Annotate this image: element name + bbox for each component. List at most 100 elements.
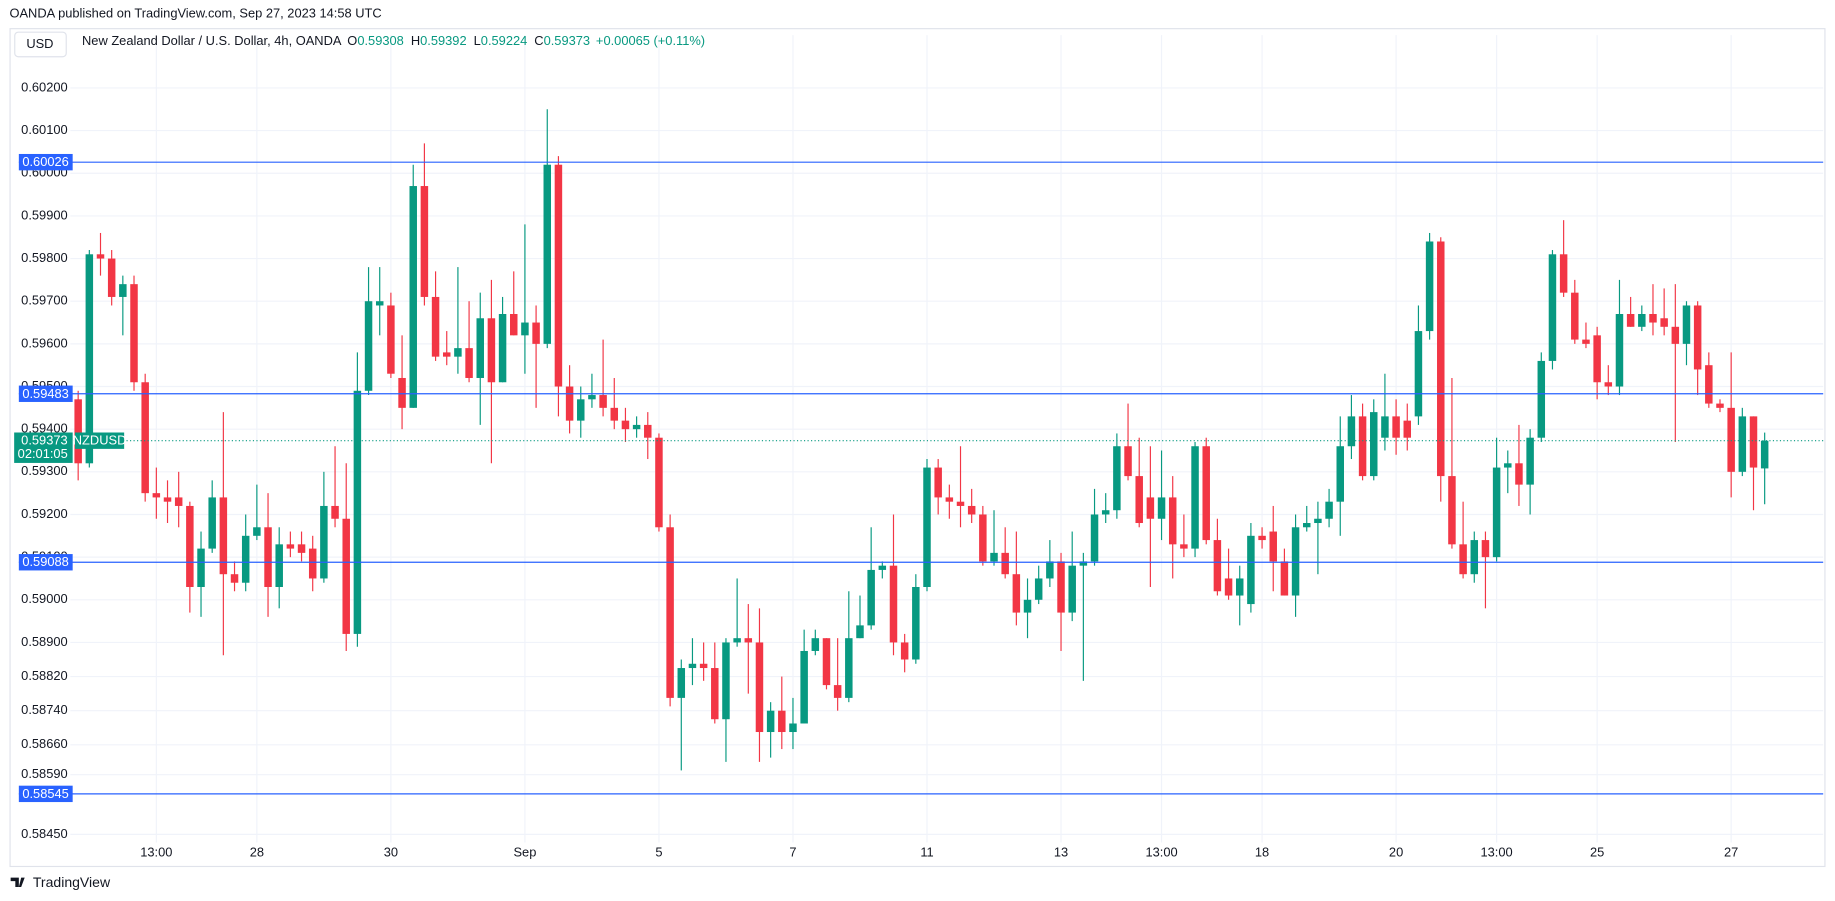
candle-body (666, 527, 674, 698)
candle-body (1269, 531, 1277, 562)
candle-body (889, 565, 898, 643)
last-price-bg (14, 432, 73, 463)
level-label-bg (18, 153, 73, 171)
candle-body (934, 467, 942, 498)
candle-body (387, 305, 395, 374)
candle-body (1749, 416, 1758, 468)
candle-body (96, 254, 105, 259)
candle-body (688, 663, 697, 669)
candle-body (543, 164, 552, 344)
candle-body (1671, 326, 1680, 344)
candle-body (1258, 535, 1266, 541)
candle-body (1459, 544, 1467, 575)
candle-body (442, 352, 451, 357)
candle-body (1548, 254, 1557, 361)
candle-body (275, 544, 283, 587)
candle-body (956, 501, 965, 506)
candle-body (1314, 518, 1322, 524)
candle-body (487, 318, 496, 383)
candle-body (677, 668, 686, 698)
candle-body (174, 497, 183, 506)
y-tick-label: 0.58740 (21, 702, 67, 717)
candle-body (867, 569, 875, 626)
candle-body (1738, 416, 1747, 472)
candle-body (912, 586, 920, 660)
logo-icon (10, 877, 25, 887)
candle-body (1247, 535, 1255, 605)
candle-body (320, 505, 328, 579)
candle-body (900, 642, 909, 660)
candle-body (163, 497, 172, 502)
last-price-label: 0.59373 (21, 433, 67, 448)
candle-body (454, 348, 462, 357)
candle-body (1515, 463, 1523, 485)
x-tick-label: 18 (1255, 844, 1269, 859)
candle-body (1571, 292, 1579, 340)
candle-body (1101, 510, 1110, 515)
candle-body (699, 663, 708, 669)
candle-body (130, 284, 138, 383)
x-tick-label: 11 (920, 844, 933, 859)
legend-key: O (347, 34, 357, 49)
candle-body (565, 386, 574, 421)
y-tick-label: 0.59600 (21, 335, 67, 350)
candle-body (1180, 544, 1188, 549)
currency-button[interactable] (14, 31, 67, 58)
candle-body (219, 497, 228, 575)
candle-body (1046, 561, 1054, 579)
candle-body (1716, 403, 1724, 408)
y-tick-label: 0.58450 (21, 826, 67, 841)
legend-change: +0.00065 (+0.11%) (596, 34, 705, 49)
x-tick-label: 27 (1724, 844, 1738, 859)
candle-body (621, 420, 630, 430)
candle-body (1727, 407, 1735, 472)
candle-body (711, 668, 719, 720)
candle-body (1481, 540, 1490, 558)
x-tick-label: 25 (1590, 844, 1604, 859)
candle-body (431, 296, 440, 357)
y-tick-label: 0.58590 (21, 766, 67, 781)
candle-body (1057, 561, 1065, 613)
candle-body (733, 638, 741, 643)
candle-body (1381, 416, 1389, 438)
candle-body (979, 514, 987, 562)
legend-key: L (474, 34, 481, 49)
candle-body (398, 377, 406, 408)
candle-body (286, 544, 295, 549)
legend-value: 0.59373 (544, 34, 590, 49)
candle-body (353, 390, 362, 634)
candle-body (152, 493, 161, 498)
y-tick-label: 0.60200 (21, 79, 67, 94)
plot: 0.602000.601000.600000.599000.598000.597… (14, 35, 1824, 859)
y-tick-label: 0.59400 (21, 421, 67, 436)
candle-body (1760, 440, 1769, 469)
candle-body (632, 424, 641, 430)
currency[interactable]: USD (26, 36, 53, 51)
candle-body (744, 638, 753, 643)
candle-body (1235, 578, 1244, 596)
candle-body (778, 710, 786, 733)
x-tick-label: 13:00 (140, 844, 172, 859)
candle-body (722, 642, 730, 720)
candle-body (1392, 416, 1400, 438)
candle-body (610, 407, 619, 421)
x-tick-label: 13 (1054, 844, 1068, 859)
candle-body (856, 625, 864, 639)
candle-body (923, 467, 931, 587)
candle-body (308, 548, 317, 579)
instrument: New Zealand Dollar / U.S. Dollar, 4h, OA… (82, 34, 342, 49)
candle-body (1626, 314, 1635, 327)
candle-body (1425, 241, 1434, 332)
candle-body (1191, 446, 1199, 549)
candle-body (1157, 497, 1166, 519)
candle-body (1492, 467, 1501, 558)
candle-body (74, 399, 82, 464)
candle-body (1135, 476, 1143, 524)
candle-body (1705, 365, 1713, 404)
candle-body (789, 723, 797, 733)
candle-body (465, 348, 473, 378)
candle-body (554, 164, 563, 387)
y-tick-label: 0.60100 (21, 122, 67, 137)
